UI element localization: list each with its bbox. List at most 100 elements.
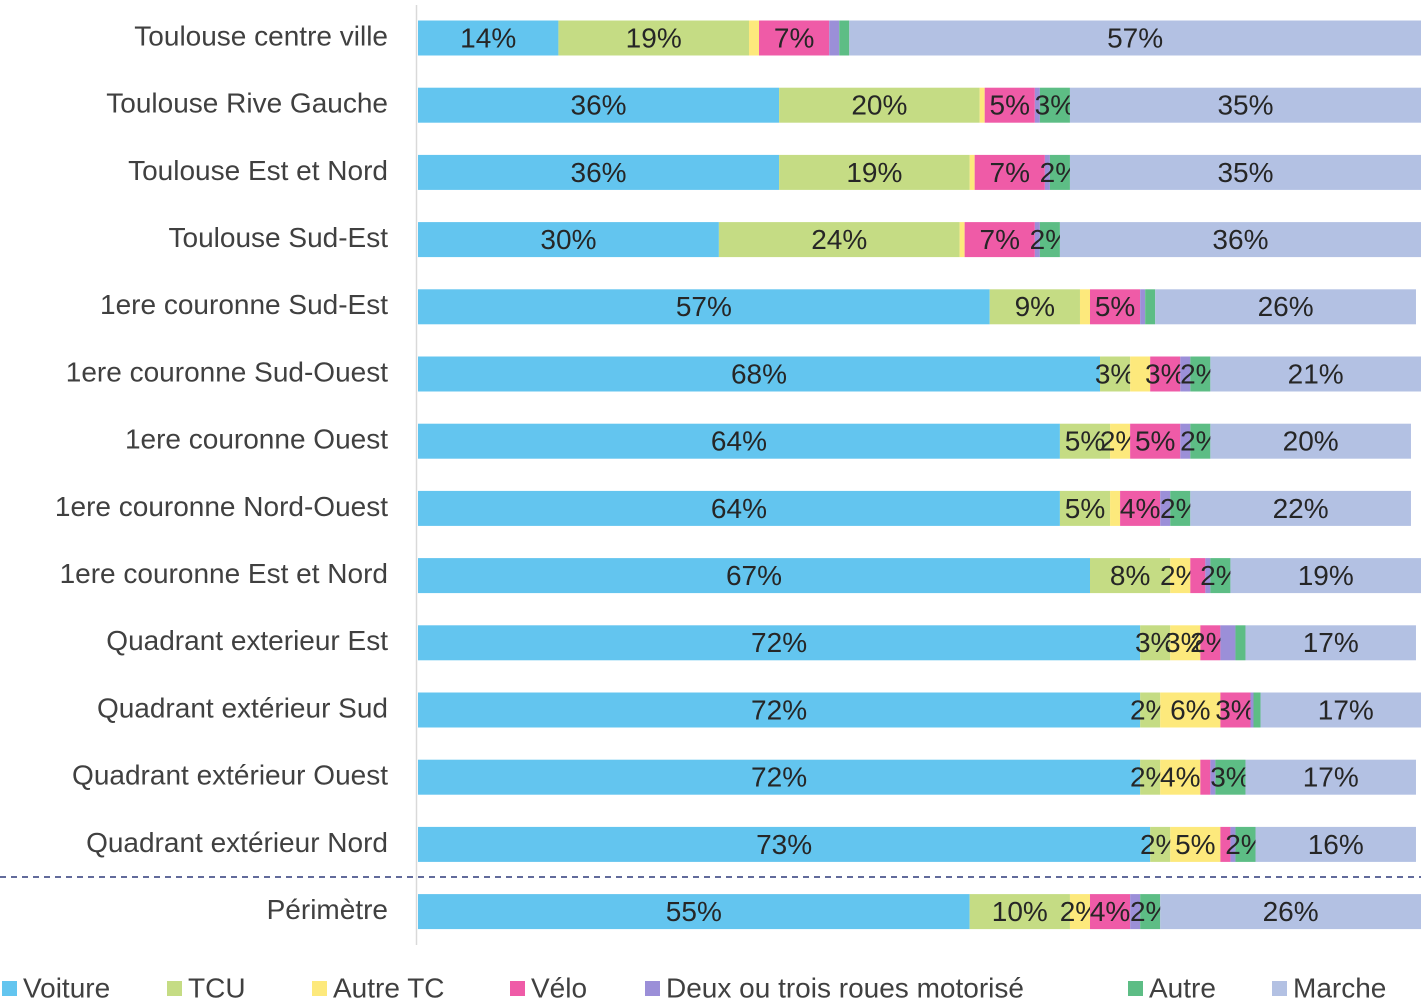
value-label: 7%: [774, 22, 814, 53]
category-label: Périmètre: [267, 894, 388, 925]
value-label: 3%: [1165, 627, 1205, 658]
category-label: 1ere couronne Est et Nord: [60, 558, 388, 589]
bar-segment: [418, 222, 719, 258]
bar-segment: [1160, 894, 1421, 930]
value-label: 68%: [731, 358, 787, 389]
value-label: 24%: [811, 224, 867, 255]
bar-segment: [1069, 87, 1421, 123]
bar-segment: [1250, 692, 1254, 728]
category-label: Toulouse Rive Gauche: [106, 88, 388, 119]
bar-segment: [1034, 87, 1040, 123]
value-label: 4%: [1160, 762, 1200, 793]
bar-segment: [1059, 490, 1111, 526]
value-label: 64%: [711, 426, 767, 457]
value-label: 17%: [1303, 627, 1359, 658]
bar-segment: [1069, 894, 1091, 930]
bar-segment: [1170, 826, 1221, 862]
category-label: Quadrant extérieur Nord: [86, 827, 388, 858]
value-label: 3%: [1035, 90, 1075, 121]
bar-segment: [1100, 356, 1131, 392]
bar-segment: [1230, 558, 1421, 594]
bar-segment: [1034, 222, 1040, 258]
value-label: 17%: [1303, 762, 1359, 793]
bar-segment: [1180, 423, 1191, 459]
bar-segment: [1160, 759, 1201, 795]
legend-swatch: [645, 981, 660, 996]
bar-segment: [418, 490, 1060, 526]
value-label: 30%: [540, 224, 596, 255]
bar-segment: [979, 87, 985, 123]
value-label: 4%: [1090, 896, 1130, 927]
bar-segment: [418, 558, 1091, 594]
value-label: 8%: [1110, 560, 1150, 591]
bar-segment: [418, 826, 1151, 862]
bar-segment: [1210, 759, 1216, 795]
bar-segment: [839, 20, 850, 56]
legend-label: Autre: [1149, 972, 1216, 1003]
bar-segment: [1160, 490, 1171, 526]
bar-segment: [1200, 759, 1211, 795]
category-label: Toulouse centre ville: [134, 20, 388, 51]
bar-segment: [418, 20, 559, 56]
legend-swatch: [312, 981, 327, 996]
value-label: 67%: [726, 560, 782, 591]
value-label: 64%: [711, 493, 767, 524]
value-label: 36%: [571, 90, 627, 121]
value-label: 10%: [992, 896, 1048, 927]
value-label: 72%: [751, 627, 807, 658]
legend-label: TCU: [188, 972, 246, 1003]
legend-label: Vélo: [531, 972, 587, 1003]
legend-swatch: [167, 981, 182, 996]
value-label: 19%: [1298, 560, 1354, 591]
category-label: 1ere couronne Ouest: [125, 424, 388, 455]
bar-segment: [418, 423, 1060, 459]
value-label: 57%: [1107, 22, 1163, 53]
category-label: Quadrant extérieur Ouest: [72, 760, 388, 791]
bar-segment: [418, 289, 990, 325]
legend-label: Voiture: [23, 972, 110, 1003]
legend-swatch: [2, 981, 17, 996]
value-label: 16%: [1308, 829, 1364, 860]
legend-label: Marche: [1293, 972, 1386, 1003]
bar-segment: [558, 20, 749, 56]
bar-segment: [418, 759, 1141, 795]
bar-segment: [1059, 222, 1421, 258]
value-label: 9%: [1015, 291, 1055, 322]
value-label: 3%: [1095, 358, 1135, 389]
bar-segment: [1044, 154, 1050, 190]
legend-swatch: [510, 981, 525, 996]
value-label: 7%: [990, 157, 1030, 188]
bar-segment: [969, 894, 1070, 930]
category-label: 1ere couronne Sud-Ouest: [66, 356, 388, 387]
bar-segment: [1140, 692, 1161, 728]
bar-segment: [1260, 692, 1421, 728]
bar-segment: [1170, 490, 1191, 526]
bar-segment: [718, 222, 960, 258]
bar-segment: [1210, 558, 1231, 594]
bar-segment: [1245, 759, 1416, 795]
value-label: 14%: [460, 22, 516, 53]
legend-label: Autre TC: [333, 972, 445, 1003]
bar-segment: [1160, 692, 1221, 728]
bar-segment: [849, 20, 1421, 56]
value-label: 55%: [666, 896, 722, 927]
bar-segment: [1190, 490, 1411, 526]
bar-segment: [1049, 154, 1070, 190]
bar-segment: [1205, 558, 1211, 594]
bar-segment: [1180, 356, 1191, 392]
bar-segment: [1150, 826, 1171, 862]
value-label: 35%: [1217, 90, 1273, 121]
bar-segment: [1220, 692, 1251, 728]
bar-segment: [1220, 826, 1231, 862]
bar-segment: [418, 625, 1141, 661]
value-label: 5%: [1065, 426, 1105, 457]
bar-segment: [1090, 558, 1171, 594]
value-label: 17%: [1318, 694, 1374, 725]
value-label: 5%: [1175, 829, 1215, 860]
bar-segment: [1140, 625, 1171, 661]
bar-segment: [1140, 289, 1146, 325]
bar-segment: [418, 894, 970, 930]
category-label: Quadrant exterieur Est: [106, 625, 388, 656]
bar-segment: [1145, 289, 1156, 325]
